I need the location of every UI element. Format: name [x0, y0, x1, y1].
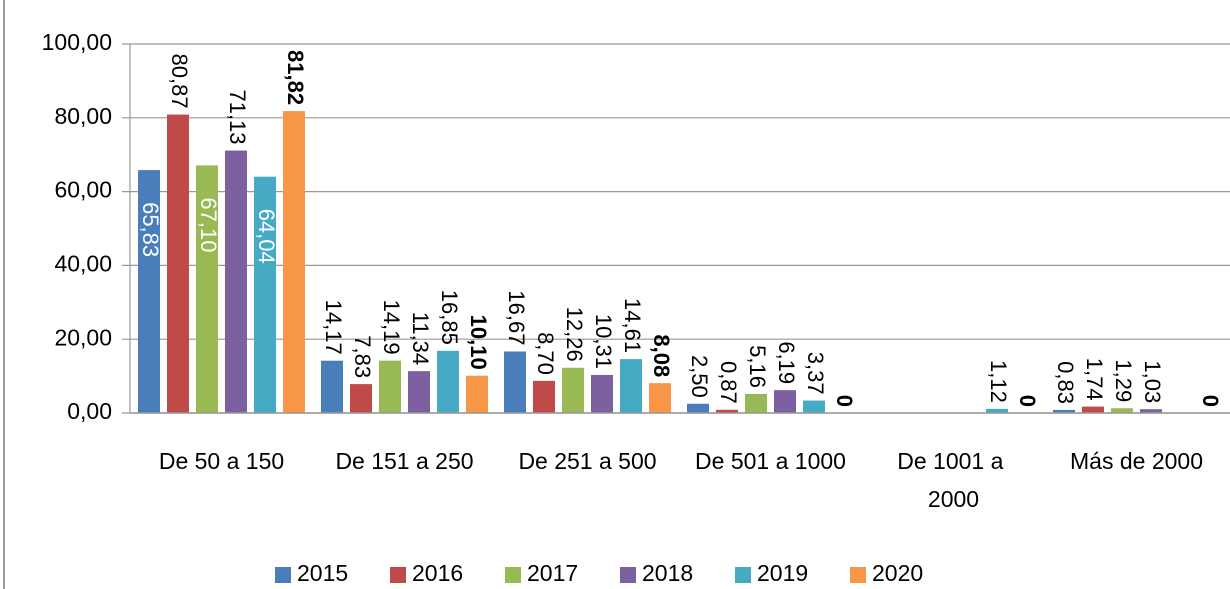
value-label: 8,08: [649, 334, 674, 377]
bar: [254, 176, 276, 413]
bar: [504, 351, 526, 413]
bar: [533, 380, 555, 413]
legend-label: 2019: [757, 560, 808, 586]
bar: [1140, 409, 1162, 413]
value-label: 14,19: [379, 300, 404, 355]
bar: [196, 165, 218, 413]
value-label: 0,87: [716, 361, 741, 404]
bar: [379, 360, 401, 413]
bar: [716, 409, 738, 413]
y-tick-label: 20,00: [54, 324, 112, 350]
value-label: 1,03: [1140, 360, 1165, 403]
value-label: 0: [832, 395, 857, 407]
bar: [321, 360, 343, 413]
bar: [803, 400, 825, 413]
bar: [437, 350, 459, 413]
bar: [620, 359, 642, 413]
value-label: 11,34: [408, 312, 433, 365]
x-tick-label: Más de 2000: [1070, 448, 1203, 474]
bar: [649, 383, 671, 413]
value-label: 3,37: [803, 352, 828, 395]
value-label: 81,82: [283, 50, 308, 105]
bar: [283, 111, 305, 413]
y-tick-label: 40,00: [54, 250, 112, 276]
bar: [167, 114, 189, 414]
legend-swatch: [850, 567, 866, 583]
value-label: 71,13: [225, 89, 250, 144]
x-tick-label: De 1001 a 2000: [897, 448, 1010, 512]
value-label: 2,50: [687, 355, 712, 398]
bar: [1082, 406, 1104, 413]
legend-label: 2020: [872, 560, 923, 586]
value-label: 16,67: [504, 290, 529, 345]
y-tick-label: 80,00: [54, 103, 112, 129]
legend-label: 2017: [527, 560, 578, 586]
bar: [350, 384, 372, 413]
bar: [225, 150, 247, 413]
bar: [591, 374, 613, 413]
bar: [1053, 409, 1075, 413]
value-label: 5,16: [745, 345, 770, 388]
y-tick-label: 60,00: [54, 177, 112, 203]
value-label: 67,10: [196, 197, 221, 252]
y-tick-label: 100,00: [42, 29, 112, 55]
bar: [745, 393, 767, 413]
value-label: 65,83: [138, 202, 163, 257]
legend-swatch: [620, 567, 636, 583]
legend-swatch: [735, 567, 751, 583]
legend-swatch: [275, 567, 291, 583]
legend-label: 2016: [412, 560, 463, 586]
value-label: 1,12: [986, 360, 1011, 403]
value-label: 14,17: [321, 300, 346, 355]
x-tick-label: De 50 a 150: [159, 448, 284, 474]
legend-swatch: [505, 567, 521, 583]
value-label: 10,31: [591, 314, 616, 369]
value-label: 80,87: [167, 54, 192, 109]
value-label: 14,61: [620, 298, 645, 353]
value-label: 16,85: [437, 290, 462, 345]
bar: [138, 170, 160, 413]
x-tick-label: De 501 a 1000: [695, 448, 846, 474]
legend-label: 2015: [297, 560, 348, 586]
value-label: 64,04: [254, 209, 279, 264]
bar: [408, 371, 430, 413]
bar: [986, 408, 1008, 413]
x-tick-label: De 251 a 500: [518, 448, 656, 474]
x-tick-label: De 151 a 250: [335, 448, 473, 474]
y-tick-label: 0,00: [67, 398, 112, 424]
value-label: 0: [1198, 395, 1223, 407]
bar: [774, 390, 796, 413]
value-label: 0: [1015, 395, 1040, 407]
bar: [1111, 408, 1133, 413]
value-label: 8,70: [533, 332, 558, 375]
legend-swatch: [390, 567, 406, 583]
bar: [466, 375, 488, 413]
value-label: 0,83: [1053, 361, 1078, 404]
value-label: 10,10: [466, 315, 491, 370]
value-label: 1,74: [1082, 358, 1107, 401]
legend-label: 2018: [642, 560, 693, 586]
value-label: 1,29: [1111, 359, 1136, 402]
bar: [562, 367, 584, 413]
value-label: 12,26: [562, 307, 587, 362]
value-label: 7,83: [350, 335, 375, 378]
bar: [687, 403, 709, 413]
value-label: 6,19: [774, 341, 799, 384]
